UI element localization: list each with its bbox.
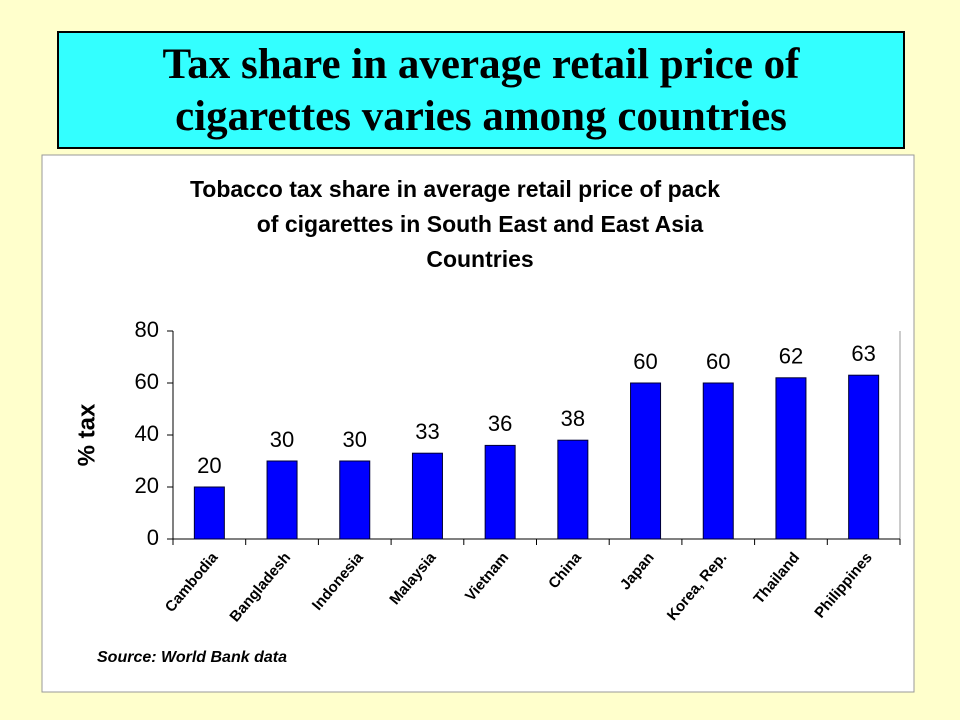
value-label: 63 bbox=[851, 341, 875, 366]
header-title: cigarettes varies among countries bbox=[175, 93, 787, 140]
y-tick-label: 60 bbox=[135, 369, 159, 394]
bar bbox=[557, 439, 589, 540]
y-tick-label: 20 bbox=[135, 473, 159, 498]
source-note: Source: World Bank data bbox=[97, 649, 287, 666]
y-axis-label: % tax bbox=[73, 403, 100, 466]
bar bbox=[266, 460, 298, 540]
value-label: 30 bbox=[270, 427, 294, 452]
value-label: 33 bbox=[415, 419, 439, 444]
y-tick-label: 0 bbox=[147, 525, 159, 550]
value-label: 62 bbox=[779, 344, 803, 369]
y-tick-label: 40 bbox=[135, 421, 159, 446]
bar bbox=[630, 382, 662, 540]
value-label: 30 bbox=[343, 427, 367, 452]
header-box bbox=[57, 31, 905, 149]
header-title: Tax share in average retail price of bbox=[163, 41, 801, 88]
value-label: 38 bbox=[561, 406, 585, 431]
bar bbox=[484, 444, 516, 540]
bar bbox=[411, 452, 443, 540]
bar bbox=[702, 382, 734, 540]
chart-panel bbox=[41, 154, 915, 693]
bar bbox=[848, 374, 880, 540]
bar bbox=[193, 486, 225, 540]
chart-title: Countries bbox=[426, 246, 533, 272]
value-label: 60 bbox=[706, 349, 730, 374]
chart-title: Tobacco tax share in average retail pric… bbox=[190, 176, 720, 202]
bar bbox=[775, 377, 807, 540]
value-label: 60 bbox=[633, 349, 657, 374]
y-tick-label: 80 bbox=[135, 317, 159, 342]
chart-title: of cigarettes in South East and East Asi… bbox=[257, 211, 704, 237]
value-label: 20 bbox=[197, 453, 221, 478]
value-label: 36 bbox=[488, 411, 512, 436]
bar bbox=[339, 460, 371, 540]
